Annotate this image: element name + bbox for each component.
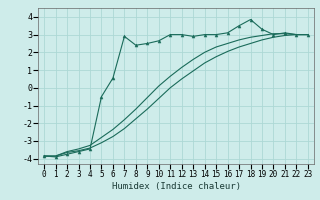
X-axis label: Humidex (Indice chaleur): Humidex (Indice chaleur)	[111, 182, 241, 191]
